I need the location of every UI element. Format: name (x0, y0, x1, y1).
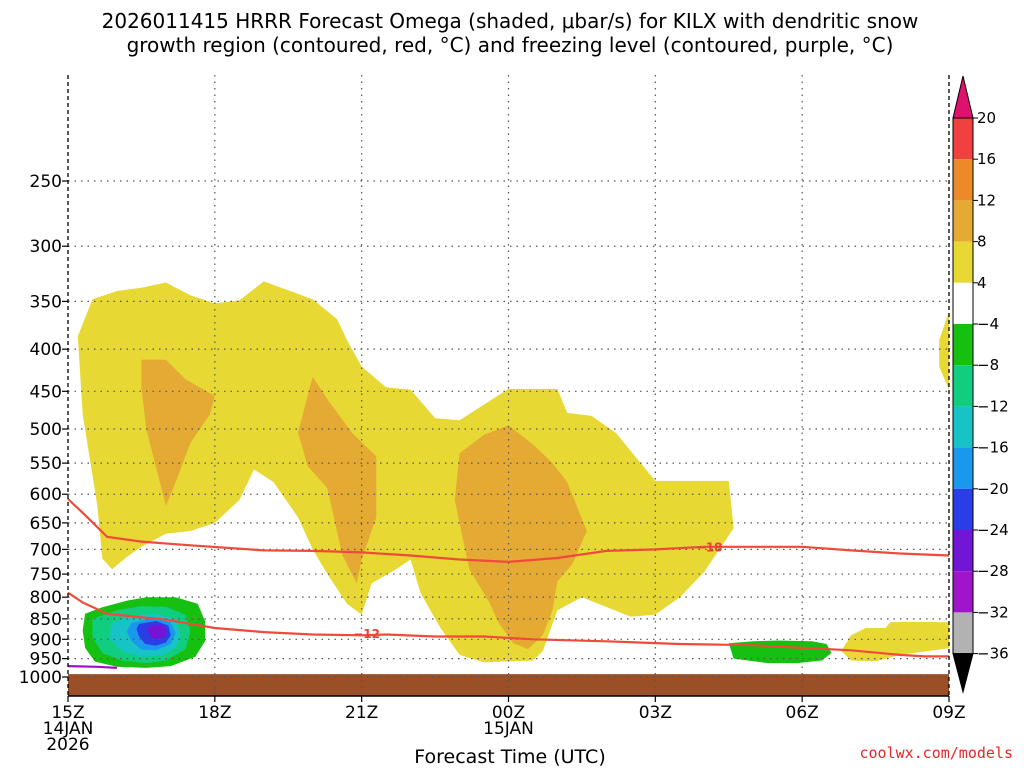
colorbar-tick-label-2: 12 (977, 191, 996, 209)
colorbar: 20 16 12 8 4 −4 −8 −12 −16 −20 −24 −28 −32 −36 (952, 75, 1009, 694)
colorbar-tick-label-4: 4 (977, 274, 987, 292)
omega-region-5 (454, 425, 587, 650)
colorbar-swatch-9 (953, 488, 973, 530)
ground-fill (68, 674, 949, 696)
colorbar-tick-label-7: −12 (977, 397, 1009, 415)
colorbar-swatch-6 (953, 365, 973, 407)
y-tick-label-900: 900 (30, 630, 62, 650)
colorbar-tick-label-9: −20 (977, 480, 1009, 498)
colorbar-swatch-5 (953, 324, 973, 366)
colorbar-tick-label-8: −16 (977, 439, 1009, 457)
y-tick-label-450: 450 (30, 382, 62, 402)
x-tick-label-0-1: 14JAN (43, 719, 94, 739)
colorbar-tick-label-13: −36 (977, 645, 1009, 663)
y-tick-label-950: 950 (30, 650, 62, 670)
colorbar-tick-label-10: −24 (977, 521, 1009, 539)
contour-line-1 (67, 591, 949, 658)
omega-region-4 (298, 376, 377, 584)
omega-region-3 (141, 359, 215, 506)
colorbar-bottom-arrow (952, 653, 974, 694)
y-tick-label-650: 650 (30, 514, 62, 534)
x-tick-label-3-0: 18Z (198, 703, 231, 723)
chart-title-line-1: 2026011415 HRRR Forecast Omega (shaded, … (102, 9, 919, 33)
y-axis-ticks: 2503003504004505005506006507007508008509… (19, 172, 68, 688)
colorbar-top-arrow (952, 75, 974, 119)
y-tick-label-250: 250 (30, 172, 62, 192)
y-tick-label-500: 500 (30, 420, 62, 440)
y-tick-label-550: 550 (30, 454, 62, 474)
colorbar-tick-label-1: 16 (977, 150, 996, 168)
colorbar-swatch-2 (953, 200, 973, 242)
colorbar-tick-label-6: −8 (977, 356, 999, 374)
y-tick-label-400: 400 (30, 340, 62, 360)
colorbar-swatch-11 (953, 571, 973, 613)
x-tick-label-0-0: 15Z (51, 703, 84, 723)
colorbar-tick-label-11: −28 (977, 562, 1009, 580)
x-tick-label-18-0: 09Z (932, 703, 965, 723)
colorbar-swatch-1 (953, 159, 973, 201)
colorbar-swatch-7 (953, 406, 973, 448)
contour-label-1: −12 (353, 627, 380, 641)
colorbar-tick-label-12: −32 (977, 603, 1009, 621)
colorbar-tick-label-5: −4 (977, 315, 999, 333)
y-tick-label-850: 850 (30, 610, 62, 630)
contour-label-0: −18 (696, 540, 723, 554)
chart-title-line-2: growth region (contoured, red, °C) and f… (127, 33, 894, 57)
colorbar-swatch-8 (953, 447, 973, 489)
y-tick-label-300: 300 (30, 237, 62, 257)
colorbar-swatch-3 (953, 241, 973, 283)
y-tick-label-1000: 1000 (19, 668, 62, 688)
omega-shaded-regions (77, 281, 949, 668)
omega-region-2 (939, 311, 949, 390)
colorbar-tick-label-3: 8 (977, 233, 987, 251)
y-tick-label-750: 750 (30, 565, 62, 585)
y-tick-label-700: 700 (30, 540, 62, 560)
temperature-contours: −18 −12 (67, 498, 950, 669)
x-tick-label-6-0: 21Z (345, 703, 378, 723)
x-tick-label-0-2: 2026 (46, 735, 89, 755)
contour-line-0 (67, 498, 950, 563)
x-tick-label-9-1: 15JAN (483, 719, 534, 739)
colorbar-swatch-10 (953, 530, 973, 572)
colorbar-tick-label-0: 20 (977, 109, 996, 127)
credit-text: coolwx.com/models (859, 744, 1013, 762)
y-tick-label-800: 800 (30, 588, 62, 608)
x-axis-label: Forecast Time (UTC) (414, 746, 605, 768)
y-tick-label-600: 600 (30, 485, 62, 505)
x-tick-label-15-0: 06Z (786, 703, 819, 723)
colorbar-swatch-4 (953, 282, 973, 324)
colorbar-swatch-0 (953, 118, 973, 160)
omega-region-6 (728, 640, 832, 664)
colorbar-swatch-12 (953, 612, 973, 654)
contour-line-2 (67, 665, 117, 669)
x-tick-label-12-0: 03Z (639, 703, 672, 723)
omega-region-12 (147, 624, 167, 640)
ground-terrain (68, 674, 949, 696)
x-tick-label-9-0: 00Z (492, 703, 525, 723)
y-tick-label-350: 350 (30, 292, 62, 312)
